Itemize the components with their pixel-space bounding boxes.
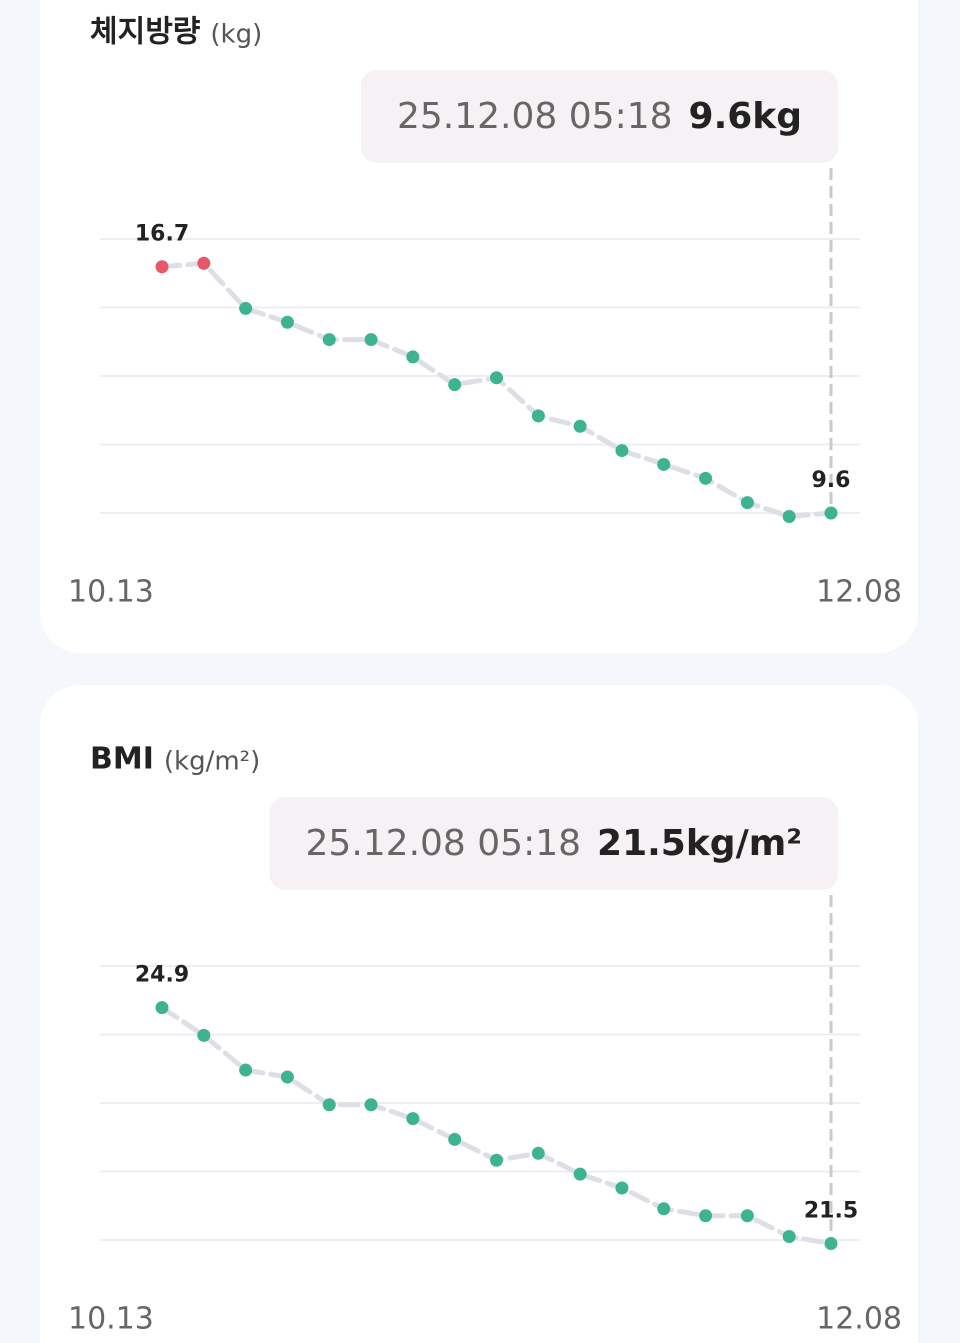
data-label: 21.5 [804,1198,858,1223]
data-point [490,1153,503,1167]
chart-unit: (kg/m²) [164,747,260,777]
data-point [239,1063,253,1077]
chart-title: BMI [90,742,154,777]
tooltip-date: 25.12.08 05:18 [397,96,673,137]
data-point [448,378,462,392]
data-point [155,1001,169,1015]
tooltip-bg [361,70,838,163]
data-point [782,1230,796,1244]
data-point [657,457,671,471]
data-point [531,1146,545,1160]
data-point [197,1028,211,1042]
data-point [406,1112,420,1126]
data-label: 9.6 [812,468,851,493]
data-point [740,496,754,510]
data-point [782,509,796,523]
x-tick-label: 10.13 [68,575,154,610]
tooltip-value: 21.5kg/m² [597,823,802,864]
data-label: 24.9 [135,963,189,988]
data-point [657,1202,671,1216]
data-point [531,409,545,423]
x-tick-label: 12.08 [816,1302,902,1337]
x-tick-label: 10.13 [68,1302,154,1337]
data-point [197,256,211,270]
data-point [155,260,169,274]
data-point [280,315,294,329]
chart-title: 체지방량 [90,15,201,50]
data-point [322,333,336,347]
data-point [573,419,587,433]
data-point [824,506,838,520]
tooltip-value: 9.6kg [689,96,802,137]
data-point [699,471,713,485]
data-point [615,1181,629,1195]
data-point [490,371,503,385]
data-point [448,1132,462,1146]
data-point [699,1209,713,1223]
data-point [280,1070,294,1084]
data-point [406,350,420,364]
data-point [364,333,378,347]
data-point [740,1209,754,1223]
tooltip: 21.5kg/m² 25.12.08 05:18 [269,797,838,890]
data-point [615,444,629,458]
data-point [573,1167,587,1181]
data-point [364,1098,378,1112]
card [40,0,918,653]
x-tick-label: 12.08 [816,575,902,610]
chart-unit: (kg) [210,20,262,50]
data-label: 16.7 [135,222,189,247]
tooltip: 9.6kg 25.12.08 05:18 [361,70,838,163]
tooltip-bg [269,797,838,890]
tooltip-date: 25.12.08 05:18 [306,823,582,864]
data-point [239,301,253,315]
data-point [824,1236,838,1250]
data-point [322,1098,336,1112]
